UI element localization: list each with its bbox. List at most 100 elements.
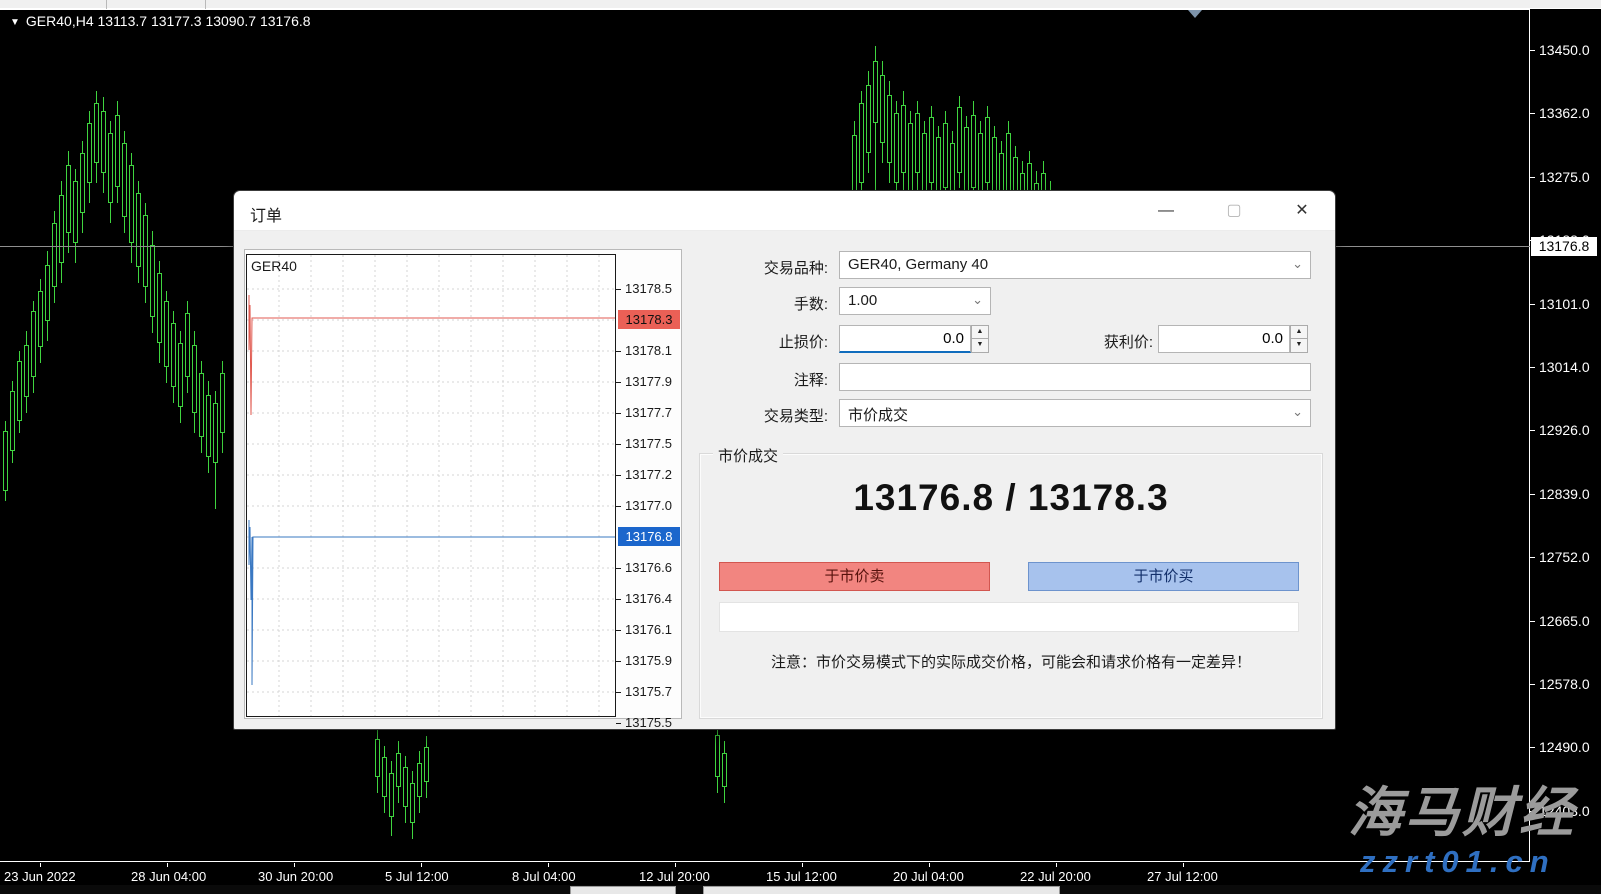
stoploss-input[interactable]: 0.0: [839, 325, 971, 353]
current-price-label: 13176.8: [1531, 237, 1597, 256]
order-type-select[interactable]: 市价成交 ⌄: [839, 399, 1311, 427]
tick-scale-mark: [616, 351, 621, 352]
candle: [3, 431, 8, 491]
takeprofit-down-button[interactable]: ▼: [1290, 339, 1308, 353]
candle: [59, 195, 64, 263]
comment-input[interactable]: [839, 363, 1311, 391]
tick-scale-label: 13177.0: [625, 498, 672, 513]
price-axis-label: 12490.0: [1539, 739, 1590, 756]
candle: [978, 133, 983, 198]
candle: [178, 343, 183, 407]
tick-scale-label: 13176.1: [625, 622, 672, 637]
candle: [73, 181, 78, 243]
candle: [866, 85, 871, 153]
candle: [199, 373, 204, 437]
candle: [403, 767, 408, 807]
time-axis-label: 8 Jul 04:00: [512, 869, 576, 884]
dialog-title: 订单: [250, 208, 283, 225]
sell-by-market-button[interactable]: 于市价卖: [719, 562, 990, 591]
tick-scale-label: 13177.9: [625, 374, 672, 389]
comment-label: 注释:: [793, 372, 828, 389]
tick-scale-label: 13176.6: [625, 560, 672, 575]
dropdown-triangle-icon[interactable]: ▼: [10, 17, 20, 28]
time-axis-label: 15 Jul 12:00: [766, 869, 837, 884]
volume-select-value: 1.00: [848, 292, 878, 309]
bid-price-highlight: 13176.8: [618, 527, 680, 546]
price-tick: [1530, 50, 1535, 51]
minimize-button[interactable]: —: [1158, 202, 1174, 219]
price-tick: [1530, 430, 1535, 432]
time-axis-label: 27 Jul 12:00: [1147, 869, 1218, 884]
price-axis-label: 13450.0: [1539, 42, 1590, 58]
chevron-down-icon: ⌄: [1292, 404, 1303, 419]
tick-chart-symbol: GER40: [251, 258, 297, 274]
close-button[interactable]: ✕: [1295, 202, 1309, 219]
candle: [396, 753, 401, 787]
time-axis-label: 30 Jun 20:00: [258, 869, 334, 884]
candle: [964, 127, 969, 193]
price-tick: [1530, 747, 1535, 749]
watermark-url: zzrt01.cn: [1360, 844, 1556, 879]
ask-price-highlight: 13178.3: [618, 310, 680, 329]
symbol-label: 交易品种:: [763, 260, 828, 277]
strip-divider: [106, 0, 107, 9]
price-axis[interactable]: 13450.013362.013275.013188.013101.013014…: [1530, 9, 1601, 862]
volume-select[interactable]: 1.00 ⌄: [839, 287, 991, 315]
candle: [185, 313, 190, 377]
tick-chart-lines: [247, 255, 615, 716]
candle: [150, 245, 155, 317]
price-tick: [1530, 493, 1535, 495]
price-axis-label: 12578.0: [1539, 676, 1590, 692]
candle: [722, 753, 727, 787]
maximize-button[interactable]: ▢: [1226, 202, 1242, 219]
candle: [129, 165, 134, 243]
takeprofit-up-button[interactable]: ▲: [1290, 325, 1308, 339]
price-axis-label: 13101.0: [1539, 295, 1590, 312]
takeprofit-input[interactable]: 0.0: [1158, 325, 1290, 353]
chart-symbol-header: ▼ GER40,H4 13113.7 13177.3 13090.7 13176.…: [10, 13, 311, 29]
candle: [957, 107, 962, 173]
tick-scale-mark: [616, 382, 621, 383]
price-axis-label: 12403.0: [1539, 802, 1590, 819]
tick-chart-panel: GER40 13178.5 13178.3 13178.1 13177.9 13177.…: [244, 249, 682, 730]
strip-divider: [205, 0, 206, 9]
time-axis[interactable]: 23 Jun 2022 28 Jun 04:00 30 Jun 20:00 5 Jul…: [0, 863, 1601, 885]
takeprofit-spinbox[interactable]: 0.0 ▲ ▼: [1158, 325, 1308, 353]
candle: [887, 95, 892, 163]
order-type-label: 交易类型:: [763, 408, 828, 425]
tick-scale-label: 13175.7: [625, 684, 672, 699]
stoploss-up-button[interactable]: ▲: [971, 325, 989, 339]
tick-scale-label: 13177.7: [625, 405, 672, 420]
time-axis-label: 23 Jun 2022: [4, 869, 76, 884]
price-axis-label: 12752.0: [1539, 549, 1590, 566]
bid-ask-quote: 13176.8 / 13178.3: [853, 477, 1169, 518]
candle: [901, 105, 906, 173]
price-tick: [1530, 176, 1535, 178]
tick-scale-label: 13177.5: [625, 436, 672, 451]
order-status-strip: [719, 602, 1299, 632]
candle: [122, 143, 127, 217]
candle: [894, 113, 899, 183]
price-tick: [1530, 810, 1535, 812]
tick-scale-mark: [616, 723, 621, 724]
time-tick: [802, 863, 803, 867]
stoploss-down-button[interactable]: ▼: [971, 339, 989, 353]
order-dialog: 订单 — ▢ ✕ GER40 13178.5 13178.3 13178.1 1317…: [233, 190, 1336, 730]
buy-by-market-button[interactable]: 于市价买: [1028, 562, 1299, 591]
stoploss-spinbox[interactable]: 0.0 ▲ ▼: [839, 325, 989, 353]
dialog-titlebar[interactable]: 订单 — ▢ ✕: [234, 191, 1335, 231]
candle: [880, 75, 885, 143]
chart-scroll-marker-icon[interactable]: [1188, 10, 1202, 18]
candle: [206, 395, 211, 457]
candle: [192, 345, 197, 413]
candle: [115, 115, 120, 187]
candle: [943, 123, 948, 188]
time-axis-label: 5 Jul 12:00: [385, 869, 449, 884]
candle: [136, 193, 141, 267]
chevron-down-icon: ⌄: [1292, 256, 1303, 271]
tick-chart-plot: GER40: [246, 254, 616, 717]
candle: [31, 311, 36, 377]
symbol-select[interactable]: GER40, Germany 40 ⌄: [839, 251, 1311, 279]
takeprofit-label: 获利价:: [1103, 334, 1153, 351]
candle: [213, 403, 218, 463]
